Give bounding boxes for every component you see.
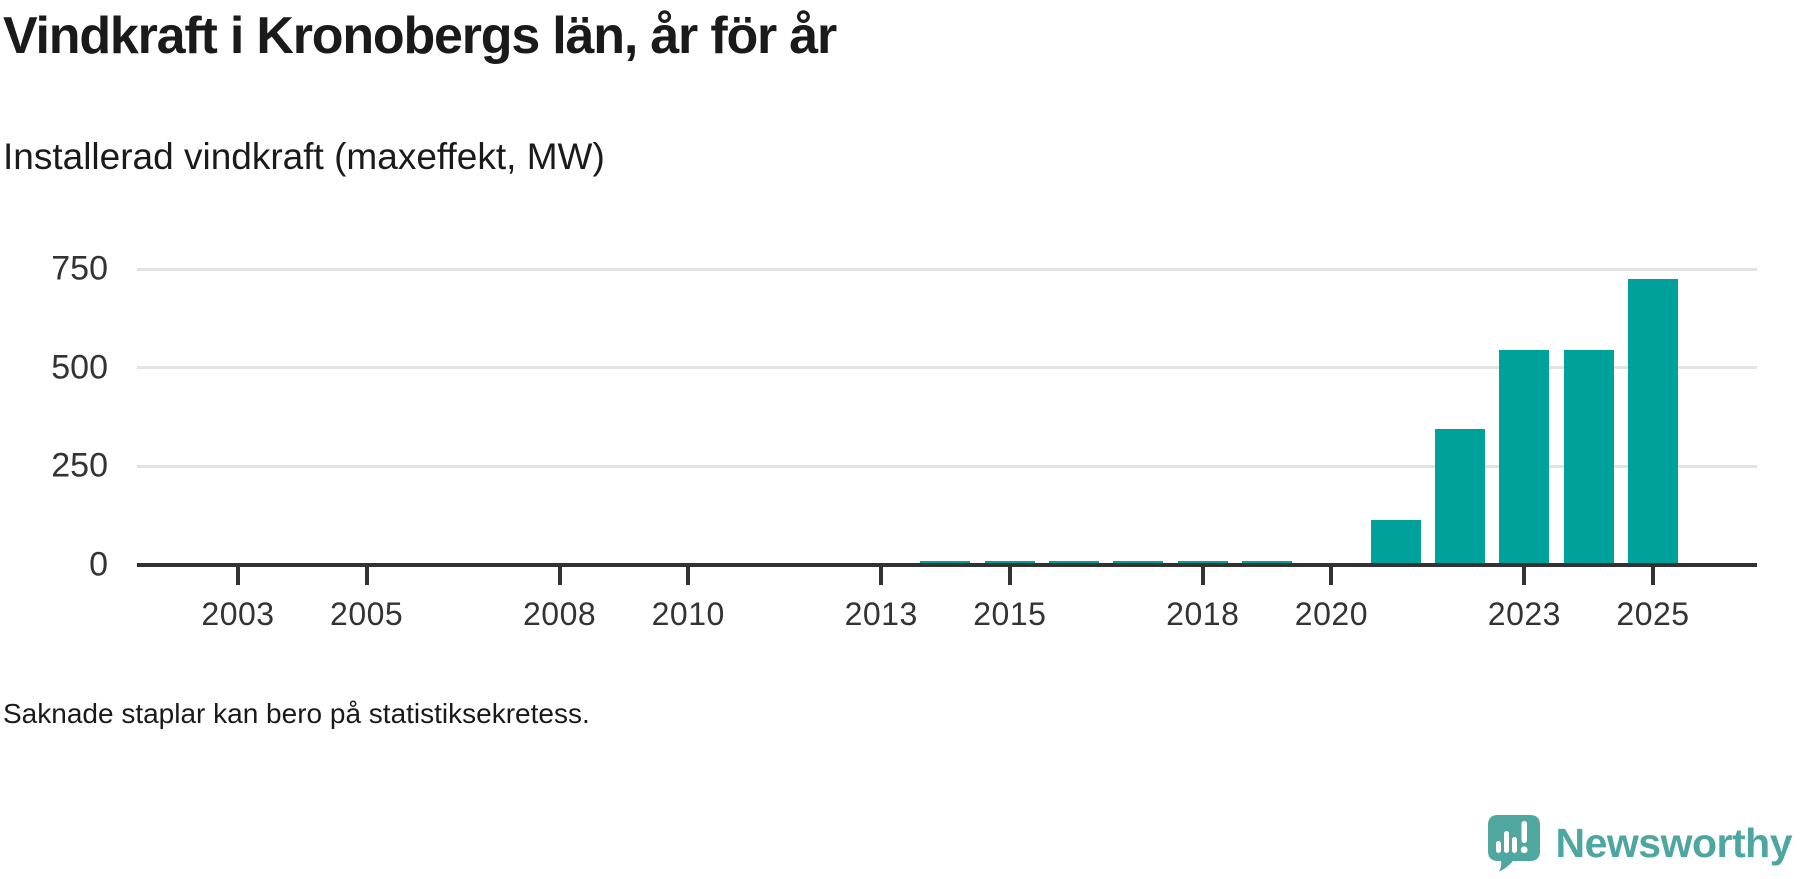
x-axis-line (137, 563, 1757, 567)
x-tick-label-2018: 2018 (1166, 596, 1240, 632)
y-tick-label-750: 750 (51, 249, 108, 288)
y-tick-label-250: 250 (51, 446, 108, 485)
x-tick-2005 (364, 567, 369, 585)
bar-2025 (1627, 278, 1678, 565)
bar-2023 (1499, 349, 1550, 565)
x-tick-2008 (557, 567, 562, 585)
x-tick-2023 (1522, 567, 1527, 585)
y-tick-label-500: 500 (51, 348, 108, 387)
newsworthy-speech-bubble-chart-icon (1487, 815, 1540, 872)
x-tick-2010 (686, 567, 691, 585)
bar-2022 (1435, 428, 1486, 565)
newsworthy-wordmark: Newsworthy (1555, 819, 1793, 866)
x-tick-2025 (1650, 567, 1655, 585)
chart-subtitle: Installerad vindkraft (maxeffekt, MW) (3, 136, 605, 177)
footnote: Saknade staplar kan bero på statistiksek… (3, 698, 590, 729)
newsworthy-logo: Newsworthy (1486, 812, 1793, 874)
x-tick-label-2020: 2020 (1294, 596, 1368, 632)
x-tick-2020 (1329, 567, 1334, 585)
bar-2024 (1563, 349, 1614, 565)
x-tick-2015 (1007, 567, 1012, 585)
y-gridline-750 (137, 267, 1757, 271)
bar-2021 (1370, 519, 1421, 565)
chart-title: Vindkraft i Kronobergs län, år för år (3, 7, 837, 65)
x-tick-label-2015: 2015 (973, 596, 1047, 632)
x-tick-label-2010: 2010 (651, 596, 725, 632)
x-tick-label-2025: 2025 (1616, 596, 1690, 632)
y-tick-label-0: 0 (89, 545, 108, 584)
x-tick-label-2023: 2023 (1487, 596, 1561, 632)
y-gridline-250 (137, 464, 1757, 468)
x-tick-label-2008: 2008 (522, 596, 597, 632)
y-gridline-500 (137, 366, 1757, 370)
x-tick-label-2013: 2013 (844, 596, 918, 632)
x-tick-label-2005: 2005 (330, 596, 404, 632)
x-tick-2018 (1200, 567, 1205, 585)
x-tick-2013 (879, 567, 884, 585)
x-tick-label-2003: 2003 (201, 596, 275, 632)
x-tick-2003 (236, 567, 240, 585)
